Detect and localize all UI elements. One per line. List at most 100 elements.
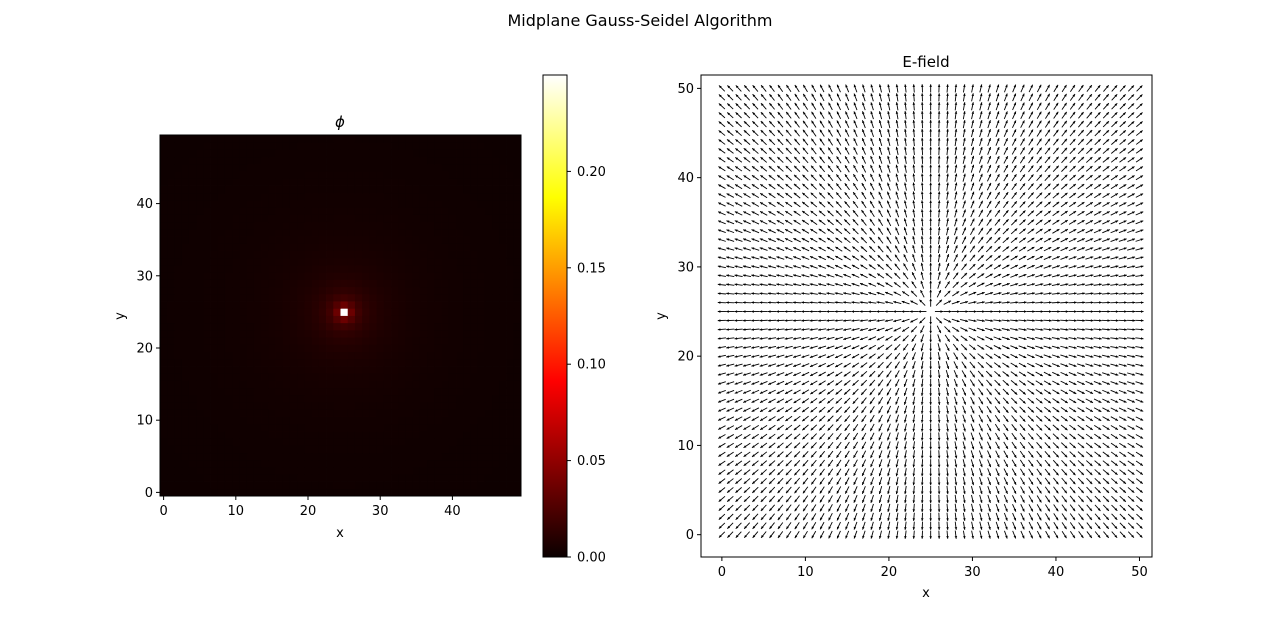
heatmap-cell bbox=[391, 193, 399, 201]
heatmap-cell bbox=[507, 424, 515, 432]
heatmap-cell bbox=[312, 431, 320, 439]
heatmap-cell bbox=[261, 193, 269, 201]
heatmap-cell bbox=[297, 352, 305, 360]
heatmap-cell bbox=[499, 373, 507, 381]
heatmap-cell bbox=[239, 359, 247, 367]
heatmap-cell bbox=[348, 157, 356, 165]
heatmap-cell bbox=[355, 330, 363, 338]
heatmap-cell bbox=[434, 272, 442, 280]
heatmap-cell bbox=[341, 417, 349, 425]
heatmap-cell bbox=[174, 359, 182, 367]
heatmap-cell bbox=[420, 308, 428, 316]
heatmap-cell bbox=[196, 467, 204, 475]
heatmap-cell bbox=[160, 222, 168, 230]
heatmap-cell bbox=[304, 279, 312, 287]
heatmap-cell bbox=[413, 453, 421, 461]
heatmap-cell bbox=[384, 438, 392, 446]
heatmap-cell bbox=[268, 236, 276, 244]
heatmap-cell bbox=[189, 344, 197, 352]
heatmap-cell bbox=[232, 431, 240, 439]
heatmap-cell bbox=[218, 272, 226, 280]
heatmap-cell bbox=[384, 402, 392, 410]
heatmap-cell bbox=[196, 388, 204, 396]
heatmap-cell bbox=[492, 294, 500, 302]
heatmap-cell bbox=[348, 186, 356, 194]
heatmap-cell bbox=[427, 135, 435, 143]
heatmap-cell bbox=[297, 323, 305, 331]
heatmap-cell bbox=[463, 236, 471, 244]
heatmap-cell bbox=[478, 229, 486, 237]
heatmap-cell bbox=[463, 431, 471, 439]
heatmap-cell bbox=[348, 135, 356, 143]
heatmap-cell bbox=[211, 316, 219, 324]
heatmap-cell bbox=[434, 243, 442, 251]
heatmap-cell bbox=[456, 251, 464, 259]
heatmap-cell bbox=[341, 149, 349, 157]
heatmap-cell bbox=[189, 149, 197, 157]
heatmap-cell bbox=[232, 373, 240, 381]
heatmap-cell bbox=[507, 135, 515, 143]
heatmap-cell bbox=[283, 460, 291, 468]
heatmap-cell bbox=[247, 395, 255, 403]
heatmap-cell bbox=[326, 265, 334, 273]
heatmap-cell bbox=[398, 474, 406, 482]
heatmap-cell bbox=[167, 482, 175, 490]
heatmap-cell bbox=[211, 482, 219, 490]
heatmap-cell bbox=[290, 142, 298, 150]
heatmap-cell bbox=[326, 171, 334, 179]
heatmap-cell bbox=[377, 409, 385, 417]
heatmap-cell bbox=[167, 265, 175, 273]
heatmap-cell bbox=[405, 279, 413, 287]
heatmap-cell bbox=[463, 301, 471, 309]
heatmap-cell bbox=[290, 337, 298, 345]
heatmap-cell bbox=[369, 359, 377, 367]
heatmap-cell bbox=[485, 366, 493, 374]
heatmap-cell bbox=[326, 380, 334, 388]
heatmap-cell bbox=[463, 243, 471, 251]
heatmap-cell bbox=[160, 243, 168, 251]
heatmap-cell bbox=[174, 366, 182, 374]
heatmap-cell bbox=[196, 373, 204, 381]
heatmap-cell bbox=[268, 229, 276, 237]
heatmap-cell bbox=[167, 301, 175, 309]
heatmap-cell bbox=[391, 467, 399, 475]
heatmap-cell bbox=[405, 308, 413, 316]
heatmap-cell bbox=[369, 193, 377, 201]
heatmap-cell bbox=[196, 135, 204, 143]
heatmap-cell bbox=[312, 301, 320, 309]
heatmap-cell bbox=[463, 214, 471, 222]
heatmap-cell bbox=[312, 272, 320, 280]
heatmap-cell bbox=[174, 445, 182, 453]
heatmap-cell bbox=[283, 489, 291, 497]
heatmap-cell bbox=[312, 438, 320, 446]
heatmap-cell bbox=[369, 272, 377, 280]
heatmap-cell bbox=[405, 323, 413, 331]
heatmap-cell bbox=[290, 431, 298, 439]
heatmap-cell bbox=[420, 482, 428, 490]
heatmap-cell bbox=[449, 135, 457, 143]
heatmap-cell bbox=[283, 258, 291, 266]
heatmap-cell bbox=[312, 251, 320, 259]
heatmap-cell bbox=[268, 135, 276, 143]
heatmap-cell bbox=[492, 186, 500, 194]
heatmap-cell bbox=[492, 207, 500, 215]
heatmap-cell bbox=[160, 424, 168, 432]
heatmap-cell bbox=[341, 467, 349, 475]
heatmap-cell bbox=[456, 316, 464, 324]
heatmap-cell bbox=[348, 366, 356, 374]
heatmap-cell bbox=[369, 186, 377, 194]
heatmap-cell bbox=[362, 193, 370, 201]
heatmap-cell bbox=[247, 258, 255, 266]
heatmap-cell bbox=[160, 482, 168, 490]
heatmap-cell bbox=[478, 236, 486, 244]
heatmap-cell bbox=[348, 373, 356, 381]
heatmap-cell bbox=[276, 460, 284, 468]
heatmap-cell bbox=[449, 352, 457, 360]
heatmap-cell bbox=[189, 272, 197, 280]
heatmap-cell bbox=[384, 222, 392, 230]
x-tick-label: 40 bbox=[444, 504, 461, 519]
heatmap-cell bbox=[254, 222, 262, 230]
heatmap-cell bbox=[312, 453, 320, 461]
heatmap-cell bbox=[268, 265, 276, 273]
heatmap-cell bbox=[463, 323, 471, 331]
